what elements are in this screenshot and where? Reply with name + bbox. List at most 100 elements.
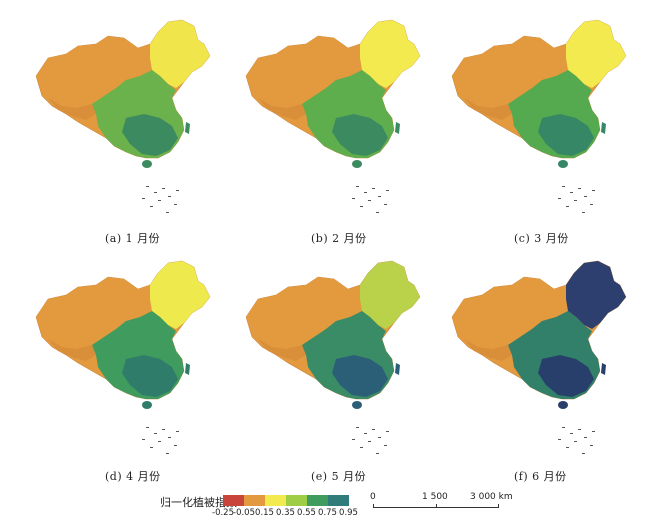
legend-swatch [286,495,307,506]
island-marker [142,439,145,440]
island-marker [150,447,153,448]
island-marker [368,200,371,201]
island-marker [162,188,165,189]
island-marker [376,453,379,454]
arid-northwest-region [246,277,366,349]
legend-swatch [265,495,286,506]
panel-caption-jan: (a) 1 月份 [105,232,161,245]
hainan-island [352,160,362,168]
hainan-island [558,401,568,409]
island-marker [562,427,565,428]
arid-northwest-region [36,36,156,108]
island-marker [384,445,387,446]
china-ndvi-map [245,19,421,213]
hainan-island [142,160,152,168]
legend-swatch [223,495,244,506]
southeast-dense-vegetation-region [332,114,388,156]
island-marker [166,453,169,454]
south-china-sea-islands [558,427,595,454]
island-marker [582,212,585,213]
island-marker [142,198,145,199]
island-marker [364,192,367,193]
northeast-region [150,261,210,329]
southeast-dense-vegetation-region [122,355,178,397]
northeast-region [566,261,626,329]
island-marker [372,188,375,189]
island-marker [574,200,577,201]
china-ndvi-map [35,19,211,213]
map-panel-may [232,253,428,458]
island-marker [590,204,593,205]
southeast-dense-vegetation-region [122,114,178,156]
island-marker [360,206,363,207]
island-marker [368,441,371,442]
southeast-dense-vegetation-region [332,355,388,397]
scale-label-0: 0 [370,492,376,502]
northeast-region [150,20,210,88]
china-ndvi-map [451,19,627,213]
scale-label-3000: 3 000 km [470,492,513,502]
taiwan-island [395,122,400,134]
island-marker [384,204,387,205]
island-marker [378,437,381,438]
legend-swatch [307,495,328,506]
northeast-region [566,20,626,88]
hainan-island [352,401,362,409]
scale-bar-tick [436,504,437,508]
legend-swatch [328,495,349,506]
legend-swatch [244,495,265,506]
island-marker [360,447,363,448]
panel-caption-jun: (f) 6 月份 [514,470,567,483]
panel-caption-mar: (c) 3 月份 [514,232,569,245]
south-china-sea-islands [352,186,389,213]
tibet-region [464,98,512,120]
taiwan-island [601,363,606,375]
taiwan-island [185,122,190,134]
island-marker [378,196,381,197]
arid-northwest-region [452,277,572,349]
panel-caption-may: (e) 5 月份 [311,470,367,483]
taiwan-island [601,122,606,134]
south-china-sea-islands [352,427,389,454]
island-marker [562,186,565,187]
ndvi-legend: 归一化植被指数 -0.25-0.050.15 0.35 0.55 0.75 0.95 [160,494,360,520]
south-china-sea-islands [142,186,179,213]
legend-title: 归一化植被指数 [160,496,237,509]
island-marker [558,198,561,199]
taiwan-island [395,363,400,375]
island-marker [352,439,355,440]
hainan-island [558,160,568,168]
tibet-region [48,98,96,120]
island-marker [364,433,367,434]
hainan-island [142,401,152,409]
island-marker [590,445,593,446]
tibet-region [48,339,96,361]
island-marker [162,429,165,430]
island-marker [150,206,153,207]
panel-caption-feb: (b) 2 月份 [311,232,367,245]
legend-tick: 0.35 [276,508,295,518]
south-china-sea-islands [142,427,179,454]
island-marker [146,186,149,187]
island-marker [168,437,171,438]
island-marker [158,441,161,442]
island-marker [570,433,573,434]
island-marker [166,212,169,213]
island-marker [386,190,389,191]
island-marker [174,445,177,446]
scale-label-1500: 1 500 [422,492,448,502]
island-marker [146,427,149,428]
island-marker [376,212,379,213]
island-marker [158,200,161,201]
island-marker [154,192,157,193]
legend-tick: -0.25 [212,508,234,518]
northeast-region [360,261,420,329]
island-marker [372,429,375,430]
island-marker [352,198,355,199]
legend-tick-labels: -0.25-0.050.15 0.35 0.55 0.75 0.95 [212,508,359,518]
china-ndvi-map [245,260,421,454]
island-marker [592,431,595,432]
island-marker [356,427,359,428]
arid-northwest-region [452,36,572,108]
island-marker [154,433,157,434]
